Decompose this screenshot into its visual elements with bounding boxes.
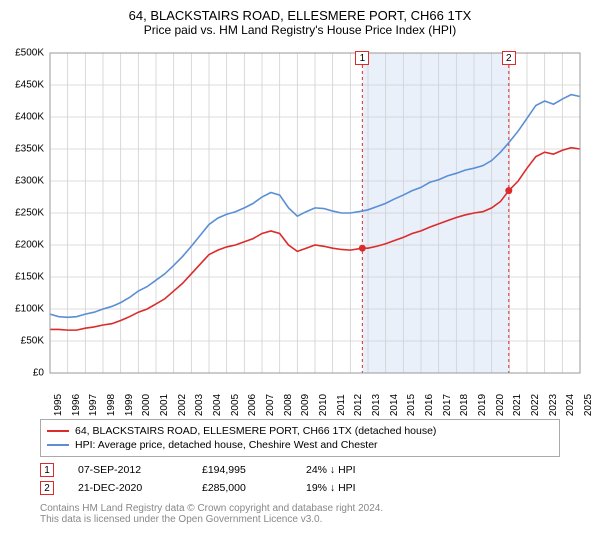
chart-area: £0 £50K £100K £150K £200K £250K £300K £350K £400… bbox=[0, 43, 600, 413]
x-axis-label: 2025 bbox=[583, 394, 594, 416]
x-axis-label: 2020 bbox=[495, 394, 506, 416]
y-axis-label: £300K bbox=[15, 176, 44, 187]
x-axis-label: 2019 bbox=[477, 394, 488, 416]
x-axis-label: 2016 bbox=[424, 394, 435, 416]
y-axis-label: £0 bbox=[33, 368, 44, 379]
footer-delta: 24% ↓ HPI bbox=[306, 464, 356, 476]
y-axis-label: £400K bbox=[15, 112, 44, 123]
page-subtitle: Price paid vs. HM Land Registry's House … bbox=[0, 23, 600, 43]
x-axis-label: 2013 bbox=[371, 394, 382, 416]
x-axis-label: 2003 bbox=[194, 394, 205, 416]
x-axis-label: 2008 bbox=[283, 394, 294, 416]
x-axis-label: 2002 bbox=[177, 394, 188, 416]
x-axis-label: 2024 bbox=[565, 394, 576, 416]
chart-svg bbox=[0, 43, 600, 413]
x-axis-label: 2015 bbox=[406, 394, 417, 416]
y-axis-label: £250K bbox=[15, 208, 44, 219]
x-axis-label: 1999 bbox=[124, 394, 135, 416]
footer-row-1: 1 07-SEP-2012 £194,995 24% ↓ HPI bbox=[40, 461, 560, 479]
footer-date: 07-SEP-2012 bbox=[78, 464, 178, 476]
x-axis-label: 2010 bbox=[318, 394, 329, 416]
x-axis-label: 2006 bbox=[247, 394, 258, 416]
chart-marker-2: 2 bbox=[502, 51, 516, 65]
y-axis-label: £500K bbox=[15, 48, 44, 59]
x-axis-label: 2014 bbox=[389, 394, 400, 416]
footer-marker-2: 2 bbox=[40, 481, 54, 495]
x-axis-label: 2012 bbox=[353, 394, 364, 416]
x-axis-label: 2018 bbox=[459, 394, 470, 416]
footer-price: £285,000 bbox=[202, 482, 282, 494]
footer-marker-1: 1 bbox=[40, 463, 54, 477]
x-axis-label: 2000 bbox=[141, 394, 152, 416]
x-axis-label: 2004 bbox=[212, 394, 223, 416]
legend-swatch bbox=[47, 430, 69, 432]
x-axis-label: 2005 bbox=[230, 394, 241, 416]
chart-marker-1: 1 bbox=[355, 51, 369, 65]
y-axis-label: £100K bbox=[15, 304, 44, 315]
footer-date: 21-DEC-2020 bbox=[78, 482, 178, 494]
x-axis-label: 2007 bbox=[265, 394, 276, 416]
y-axis-label: £150K bbox=[15, 272, 44, 283]
x-axis-label: 1998 bbox=[106, 394, 117, 416]
y-axis-label: £450K bbox=[15, 80, 44, 91]
legend-row-property: 64, BLACKSTAIRS ROAD, ELLESMERE PORT, CH… bbox=[47, 424, 553, 438]
copyright: Contains HM Land Registry data © Crown c… bbox=[40, 503, 560, 525]
x-axis-label: 1996 bbox=[71, 394, 82, 416]
x-axis-label: 2021 bbox=[512, 394, 523, 416]
x-axis-label: 2022 bbox=[530, 394, 541, 416]
y-axis-label: £50K bbox=[21, 336, 44, 347]
x-axis-label: 2017 bbox=[442, 394, 453, 416]
legend: 64, BLACKSTAIRS ROAD, ELLESMERE PORT, CH… bbox=[40, 419, 560, 457]
legend-label: HPI: Average price, detached house, Ches… bbox=[75, 439, 378, 451]
footer-delta: 19% ↓ HPI bbox=[306, 482, 356, 494]
x-axis-label: 1997 bbox=[88, 394, 99, 416]
x-axis-label: 2001 bbox=[159, 394, 170, 416]
x-axis-label: 2009 bbox=[300, 394, 311, 416]
x-axis-label: 2011 bbox=[336, 394, 347, 416]
legend-label: 64, BLACKSTAIRS ROAD, ELLESMERE PORT, CH… bbox=[75, 425, 436, 437]
copyright-line1: Contains HM Land Registry data © Crown c… bbox=[40, 503, 560, 514]
legend-row-hpi: HPI: Average price, detached house, Ches… bbox=[47, 438, 553, 452]
footer-row-2: 2 21-DEC-2020 £285,000 19% ↓ HPI bbox=[40, 479, 560, 497]
legend-swatch bbox=[47, 444, 69, 446]
y-axis-label: £200K bbox=[15, 240, 44, 251]
x-axis-label: 2023 bbox=[548, 394, 559, 416]
footer-table: 1 07-SEP-2012 £194,995 24% ↓ HPI 2 21-DE… bbox=[40, 461, 560, 497]
x-axis-label: 1995 bbox=[53, 394, 64, 416]
footer-price: £194,995 bbox=[202, 464, 282, 476]
copyright-line2: This data is licensed under the Open Gov… bbox=[40, 514, 560, 525]
y-axis-label: £350K bbox=[15, 144, 44, 155]
page-title: 64, BLACKSTAIRS ROAD, ELLESMERE PORT, CH… bbox=[0, 0, 600, 23]
